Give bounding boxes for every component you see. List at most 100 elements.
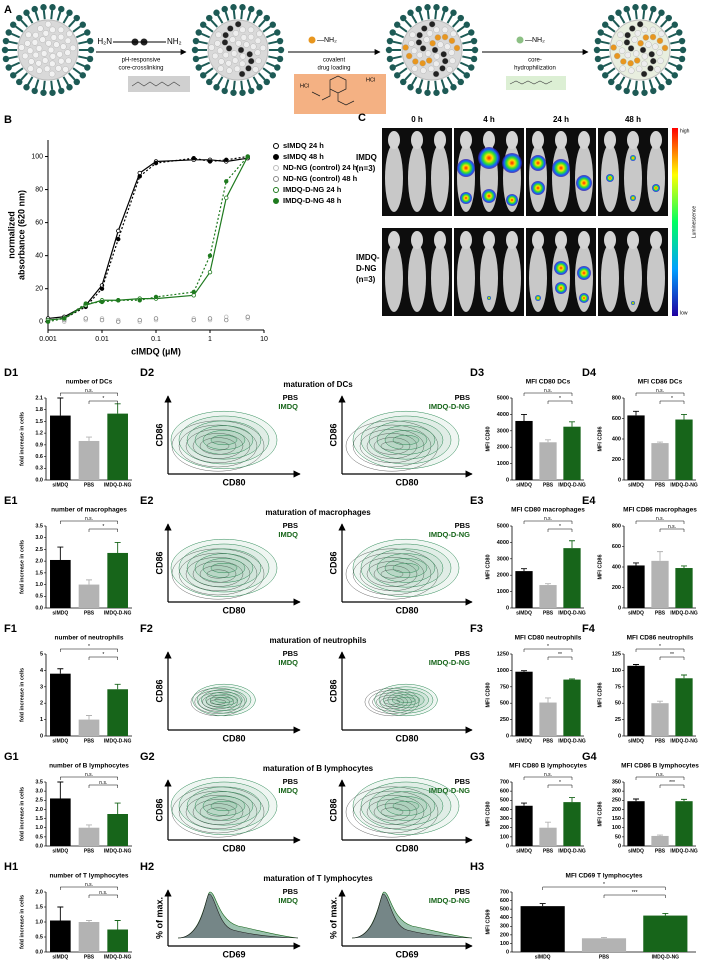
corona-chain [440,11,446,21]
corona-chain [201,61,211,68]
data-point [153,160,159,166]
corona-chain [232,80,236,90]
corona-chain [224,79,230,89]
x-tick-label: 0.01 [95,336,109,343]
core-unit [416,31,423,39]
y-axis-label: fold increase in cells [19,895,25,949]
y-tick-label: 1.5 [35,816,43,822]
corona-chain [392,55,402,60]
panel-title: maturation of DCs [283,380,353,389]
core-unit [432,70,440,78]
corona-bead [641,89,648,96]
mouse-body [552,144,570,212]
y-tick-label: 400 [500,807,509,813]
mouse-head [555,131,567,149]
drug-structure [311,75,355,106]
core-unit [629,25,636,32]
x-tick-label: sIMDQ [535,954,551,960]
corona-bead [221,87,228,95]
y-tick-label: 3000 [497,428,509,434]
y-axis-label: MFI CD69 [485,909,491,934]
data-point [224,179,229,184]
corona-chain [619,76,626,86]
y-tick-label: 2 [40,701,43,707]
x-tick-label: 10 [260,336,268,343]
contour-gray [192,561,244,587]
bar [50,673,71,736]
row-label: (n=3) [356,275,376,284]
x-tick-label: IMDQ-D-NG [104,738,132,744]
mouse-head [460,231,472,249]
y-tick-label: 0 [40,733,43,739]
corona-chain [600,55,610,60]
bar [651,443,669,480]
mouse-body [624,144,642,212]
corona-bead [385,46,393,54]
contour-gray [185,428,251,464]
drug-box [294,74,386,114]
corona-bead [394,21,401,28]
corona-chain [11,61,21,68]
core-unit [648,51,655,58]
contour-green [391,694,421,706]
data-point [83,301,88,306]
corona-bead [678,37,686,45]
mouse-head [411,131,423,149]
y-tick-label: 0.3 [35,466,43,472]
legend-label: PBS [283,521,298,530]
core-unit [639,46,647,54]
corona-bead [40,89,47,96]
y-tick-label: 5000 [497,395,509,401]
bar [520,906,565,952]
panel-label: H1 [4,861,18,873]
corona-chain [411,76,418,86]
mouse-body [431,144,449,212]
corona-bead [5,29,12,36]
corona-bead [248,5,255,13]
contour-green [186,548,262,588]
contour-green [170,538,278,598]
corona-chain [217,76,224,86]
legend-label: IMDQ [278,658,298,667]
bar [50,798,71,846]
corona-chain [399,25,408,33]
corona-bead [463,72,470,79]
mouse-head [388,231,400,249]
bar [563,426,581,480]
error-bar [633,562,639,566]
corona-bead [415,87,422,95]
legend-label: sIMDQ 48 h [283,152,324,161]
y-tick-label: 1.2 [35,431,43,437]
corona-bead [641,4,648,11]
core-unit [234,21,242,28]
corona-chain [451,72,460,81]
y-axis-label: CD86 [154,423,164,446]
panel-label: H3 [470,861,484,873]
y-tick-label: 100 [612,668,621,674]
significance-label: * [102,652,104,658]
corona-bead [84,64,91,71]
corona-bead [276,37,284,45]
contour-green [384,430,428,450]
chart-title: number of DCs [66,379,113,386]
core-unit [624,31,631,39]
core-unit [633,57,641,64]
data-point [207,159,213,164]
significance-bracket [523,520,573,524]
contour-gray [206,807,230,817]
y-axis-label: fold increase in cells [19,668,25,722]
corona-chain [459,32,469,39]
bar [627,801,645,846]
y-tick-label: 0 [506,477,509,483]
corona-chain [27,14,34,24]
core-unit [250,43,257,50]
bar [539,585,557,608]
mouse-head [627,131,639,149]
data-point [207,269,213,275]
core-unit [226,67,233,74]
chart-title: number of T lymphocytes [49,873,128,880]
corona-bead [23,9,30,16]
y-axis-label: % of max. [328,897,338,939]
luminescence-spot [630,155,636,161]
corona-bead [230,89,237,96]
